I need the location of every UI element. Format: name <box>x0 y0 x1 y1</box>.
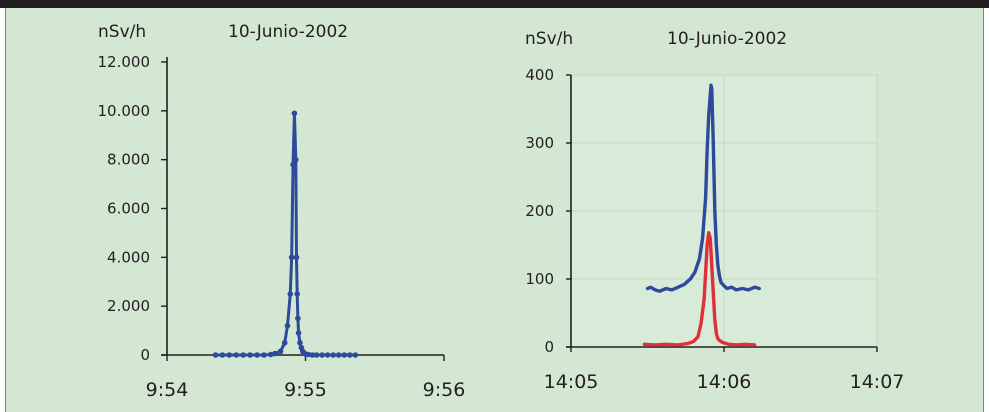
y-tick-label: 8.000 <box>107 151 150 169</box>
data-point <box>313 352 320 358</box>
data-point <box>341 352 348 358</box>
data-point <box>324 352 331 358</box>
data-point <box>240 352 246 358</box>
data-point <box>247 352 253 358</box>
right-axis-ticks: 0 100 200 300 400 14:05 14:06 14:07 <box>525 66 904 393</box>
y-tick-label: 0 <box>544 338 554 356</box>
data-point <box>297 339 303 346</box>
y-tick-label: 2.000 <box>107 297 150 315</box>
data-point <box>272 350 278 357</box>
y-tick-label: 200 <box>525 202 554 220</box>
data-point <box>233 352 240 358</box>
data-point <box>291 110 298 117</box>
data-point <box>294 291 300 297</box>
x-tick-label: 14:06 <box>697 371 752 393</box>
left-unit-label: nSv/h <box>98 22 146 42</box>
y-tick-label: 400 <box>525 66 554 84</box>
right-date-label: 10-Junio-2002 <box>667 29 787 49</box>
x-tick-label: 9:55 <box>284 379 327 401</box>
y-tick-label: 12.000 <box>98 53 151 71</box>
data-point <box>293 156 299 163</box>
data-point <box>212 352 219 358</box>
data-point <box>290 161 296 168</box>
right-gridlines <box>571 74 878 347</box>
y-tick-label: 300 <box>525 134 554 152</box>
right-axes <box>566 75 877 348</box>
data-point <box>219 352 226 358</box>
series-line <box>645 83 761 293</box>
data-point <box>305 351 312 358</box>
data-point <box>226 352 233 358</box>
left-axes <box>161 57 444 356</box>
data-point <box>261 352 267 358</box>
chart-right: nSv/h 10-Junio-2002 0 100 200 300 400 14:05 14… <box>525 29 904 393</box>
x-tick-label: 14:07 <box>850 371 905 393</box>
data-point <box>284 322 291 329</box>
data-point <box>295 315 301 322</box>
y-tick-label: 4.000 <box>107 248 150 266</box>
left-date-label: 10-Junio-2002 <box>228 22 348 42</box>
y-tick-label: 100 <box>525 270 554 288</box>
x-tick-label: 14:05 <box>544 371 599 393</box>
left-axis-ticks: 0 2.000 4.000 6.000 8.000 10.000 12.000 9:54 9:5… <box>98 53 466 401</box>
data-point <box>287 291 294 297</box>
y-tick-label: 6.000 <box>107 200 150 218</box>
data-point <box>293 254 300 261</box>
data-point <box>330 352 337 358</box>
right-series <box>642 83 761 347</box>
left-series <box>212 110 359 358</box>
data-point <box>288 254 295 261</box>
data-point <box>309 352 316 358</box>
data-point <box>277 348 284 355</box>
x-tick-label: 9:56 <box>423 379 466 401</box>
data-point <box>295 330 302 336</box>
data-point <box>335 352 342 358</box>
y-tick-label: 10.000 <box>98 102 151 120</box>
data-point <box>319 352 325 358</box>
series-line <box>213 111 357 357</box>
top-border <box>0 0 989 8</box>
chart-left: nSv/h 10-Junio-2002 0 2.000 4.000 6.000 8.00… <box>98 22 466 401</box>
x-tick-label: 9:54 <box>146 379 189 401</box>
right-unit-label: nSv/h <box>525 29 573 49</box>
series-line <box>642 231 757 347</box>
y-tick-label: 0 <box>140 346 150 364</box>
data-point <box>254 352 260 358</box>
data-point <box>281 339 288 346</box>
data-point <box>352 352 359 358</box>
data-point <box>347 352 353 358</box>
